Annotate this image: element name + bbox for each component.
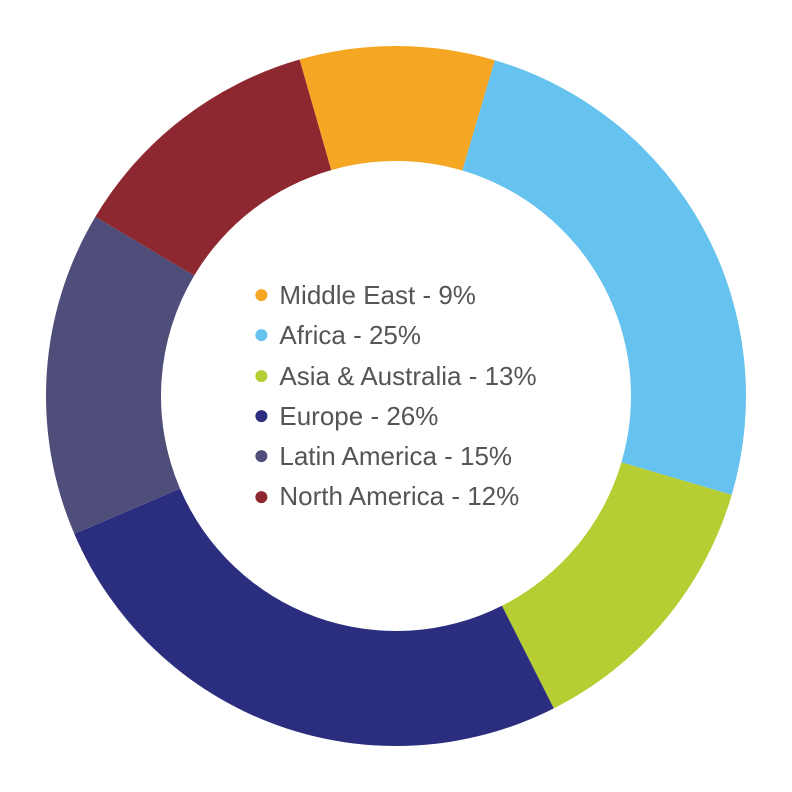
legend-bullet-icon	[255, 289, 267, 301]
legend-bullet-icon	[255, 370, 267, 382]
donut-slice	[46, 217, 194, 534]
legend-row: Europe - 26%	[255, 396, 536, 436]
legend-bullet-icon	[255, 330, 267, 342]
legend-label: Asia & Australia - 13%	[279, 356, 536, 396]
donut-slice	[300, 46, 495, 171]
donut-slice	[74, 489, 554, 746]
legend-bullet-icon	[255, 410, 267, 422]
legend-bullet-icon	[255, 491, 267, 503]
legend-row: Africa - 25%	[255, 315, 536, 355]
legend-label: Latin America - 15%	[279, 436, 512, 476]
legend-row: Middle East - 9%	[255, 275, 536, 315]
chart-legend: Middle East - 9%Africa - 25%Asia & Austr…	[255, 275, 536, 517]
legend-bullet-icon	[255, 450, 267, 462]
legend-label: Europe - 26%	[279, 396, 438, 436]
donut-chart: Middle East - 9%Africa - 25%Asia & Austr…	[36, 36, 756, 756]
legend-label: Africa - 25%	[279, 315, 421, 355]
legend-label: Middle East - 9%	[279, 275, 476, 315]
legend-row: Latin America - 15%	[255, 436, 536, 476]
legend-row: North America - 12%	[255, 477, 536, 517]
legend-row: Asia & Australia - 13%	[255, 356, 536, 396]
legend-label: North America - 12%	[279, 477, 519, 517]
